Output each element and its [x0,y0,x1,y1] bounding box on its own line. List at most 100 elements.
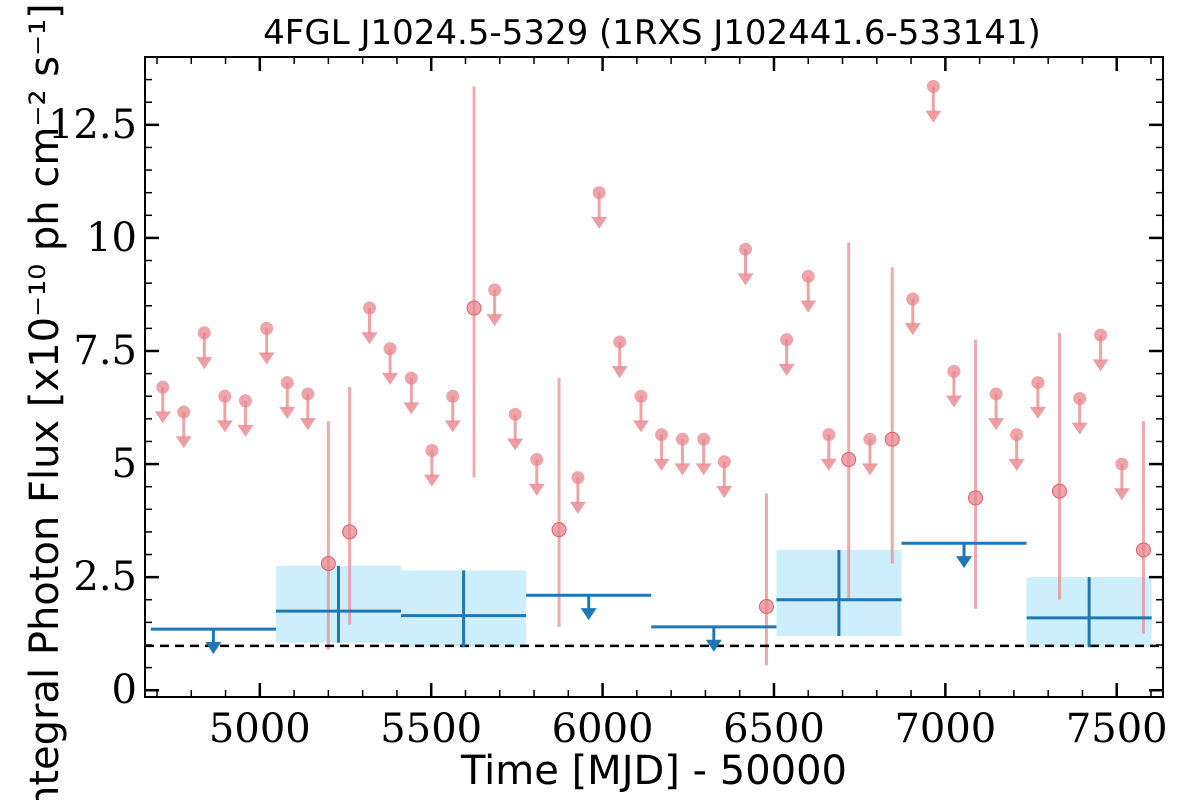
chart-title: 4FGL J1024.5-5329 (1RXS J102441.6-533141… [263,13,1041,53]
short-bin-upper-limit-arrow [528,483,545,496]
x-tick-label: 6500 [723,706,825,752]
short-bin-upper-limit-point [613,335,627,349]
short-bin-upper-limit-arrow [1029,406,1046,419]
x-tick-label: 5000 [209,706,311,752]
short-bin-upper-limit-point [446,389,460,403]
short-bin-upper-limit-point [260,321,274,335]
short-bin-upper-limit-point [280,376,294,390]
short-bin-upper-limit-arrow [423,474,440,487]
short-bin-upper-limit-point [926,79,940,93]
x-tick-label: 7500 [1066,706,1168,752]
plot-frame [144,56,1164,698]
short-bin-upper-limit-point [404,371,418,385]
short-bin-upper-limit-arrow [1008,458,1025,471]
short-bin-upper-limit-arrow [945,395,962,408]
short-bin-upper-limit-point [592,186,606,200]
short-bin-point [551,522,567,538]
short-bin-upper-limit-arrow [175,436,192,449]
x-tick-label: 7000 [894,706,996,752]
short-bin-upper-limit-arrow [737,273,754,286]
short-bin-upper-limit-point [655,428,669,442]
short-bin-upper-limit-point [739,242,753,256]
y-tick-label: 5 [112,441,137,487]
short-bin-upper-limit-arrow [695,463,712,476]
plot-area [145,79,1163,666]
short-bin-upper-limit-point [177,405,191,419]
short-bin-upper-limit-point [801,269,815,283]
short-bin-upper-limit-arrow [632,420,649,433]
short-bin-upper-limit-arrow [237,424,254,437]
long-bin-upper-limit-arrow [705,639,722,652]
short-bin-upper-limit-point [238,394,252,408]
short-bin-upper-limit-arrow [299,418,316,431]
short-bin-point [320,556,336,572]
short-bin-upper-limit-point [218,389,232,403]
short-bin-upper-limit-arrow [988,418,1005,431]
short-bin-upper-limit-arrow [674,463,691,476]
short-bin-upper-limit-arrow [216,420,233,433]
short-bin-upper-limit-point [675,432,689,446]
short-bin-upper-limit-arrow [800,300,817,313]
short-bin-upper-limit-point [301,387,315,401]
y-tick-label: 10 [86,215,137,261]
x-axis-label: Time [MJD] - 50000 [460,748,847,794]
long-bin-upper-limit-arrow [956,556,973,569]
short-bin-upper-limit-arrow [258,352,275,365]
y-tick-label: 12.5 [48,102,137,148]
short-bin-point [758,599,774,615]
short-bin-upper-limit-point [1094,328,1108,342]
short-bin-upper-limit-arrow [1113,488,1130,501]
short-bin-upper-limit-arrow [925,110,942,123]
short-bin-upper-limit-arrow [611,366,628,379]
short-bin-upper-limit-point [1073,391,1087,405]
short-bin-upper-limit-arrow [444,420,461,433]
x-tick-label: 5500 [380,706,482,752]
short-bin-upper-limit-arrow [1071,422,1088,435]
short-bin-upper-limit-arrow [820,458,837,471]
short-bin-upper-limit-point [947,364,961,378]
short-bin-upper-limit-arrow [716,485,733,498]
short-bin-upper-limit-arrow [653,458,670,471]
short-bin-upper-limit-point [989,387,1003,401]
short-bin-upper-limit-point [488,283,502,297]
y-tick-label: 7.5 [73,328,137,374]
short-bin-upper-limit-point [634,389,648,403]
short-bin-upper-limit-point [1115,457,1129,471]
short-bin-upper-limit-arrow [154,411,171,424]
short-bin-upper-limit-point [863,432,877,446]
short-bin-upper-limit-point [425,443,439,457]
short-bin-point [841,452,857,468]
short-bin-upper-limit-point [697,432,711,446]
short-bin-upper-limit-point [571,471,585,485]
y-axis-label: Integral Photon Flux [x10⁻¹⁰ ph cm⁻² s⁻¹… [22,3,68,800]
x-tick-label: 6000 [552,706,654,752]
short-bin-upper-limit-arrow [591,216,608,229]
short-bin-upper-limit-arrow [861,463,878,476]
short-bin-point [1051,483,1067,499]
short-bin-point [968,490,984,506]
short-bin-upper-limit-point [383,342,397,356]
short-bin-upper-limit-arrow [382,372,399,385]
short-bin-upper-limit-point [508,407,522,421]
short-bin-point [884,431,900,447]
short-bin-upper-limit-arrow [778,363,795,376]
short-bin-upper-limit-point [780,333,794,347]
short-bin-upper-limit-arrow [569,501,586,514]
axis-ticks: 5000 5500 6000 6500 7000 7500 0 2.5 5 7.5 10 12.5 [48,57,1168,752]
short-bin-upper-limit-point [717,455,731,469]
short-bin-upper-limit-point [906,292,920,306]
short-bin-upper-limit-arrow [361,332,378,345]
long-bin-upper-limit-arrow [205,642,222,655]
short-bin-point [466,300,482,316]
short-bin-upper-limit-point [1010,428,1024,442]
short-bin-upper-limit-arrow [279,406,296,419]
short-bin-upper-limit-arrow [486,314,503,327]
short-bin-upper-limit-arrow [196,357,213,370]
y-tick-label: 2.5 [73,554,137,600]
short-bin-point [342,524,358,540]
short-bin-upper-limit-arrow [403,402,420,415]
short-bin-upper-limit-arrow [904,323,921,336]
long-bin-upper-limit-arrow [580,608,597,621]
short-bin-upper-limit-point [363,301,377,315]
